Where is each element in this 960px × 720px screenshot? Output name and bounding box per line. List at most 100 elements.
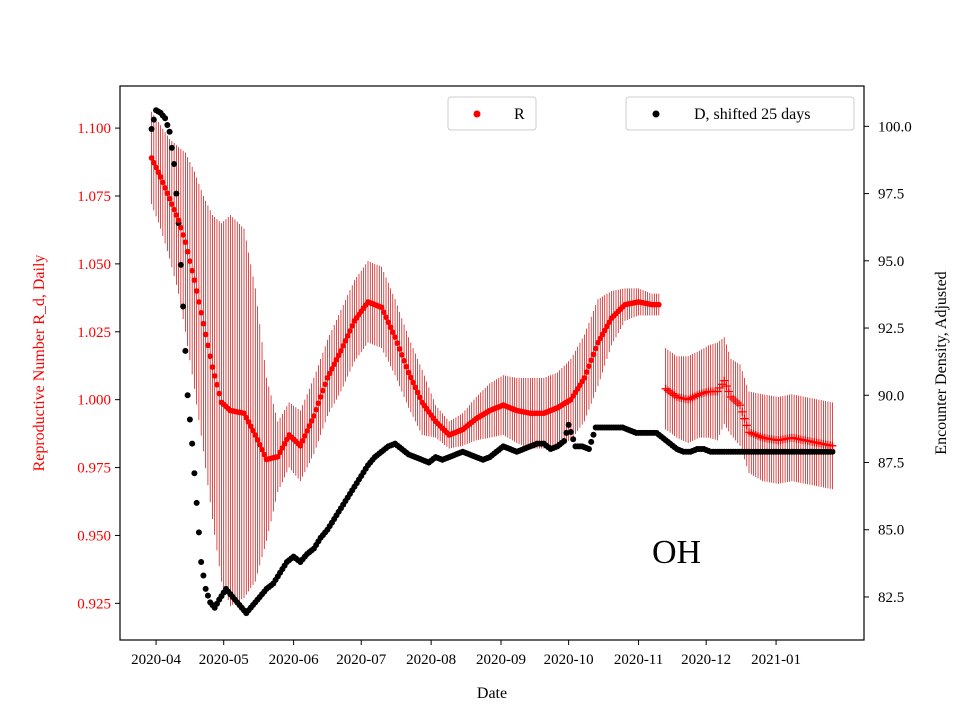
r-projected-point (724, 387, 733, 396)
r-point (606, 319, 613, 326)
r-point (399, 352, 405, 358)
r-point (256, 441, 263, 448)
d-point (173, 190, 180, 197)
r-point (250, 427, 256, 434)
r-point (408, 374, 414, 381)
r-point (261, 451, 268, 458)
d-point (567, 429, 574, 436)
d-point (195, 529, 202, 536)
r-point (342, 338, 349, 344)
x-tick-label: 2020-07 (336, 652, 386, 668)
left-y-tick-label: 1.025 (77, 325, 111, 341)
r-point (202, 331, 209, 338)
x-tick-label: 2020-06 (269, 652, 319, 668)
r-point (326, 370, 333, 377)
r-point (405, 369, 412, 376)
d-point (186, 416, 193, 423)
d-point (198, 559, 205, 566)
r-point (308, 418, 315, 424)
x-tick-label: 2020-11 (614, 652, 663, 668)
r-point (299, 438, 306, 444)
r-point (205, 342, 211, 349)
r-point (279, 445, 286, 451)
d-point (829, 448, 836, 455)
r-projected-point (742, 421, 751, 430)
r-point (198, 309, 204, 316)
r-point (656, 301, 662, 308)
r-point (601, 327, 608, 334)
r-point (592, 345, 599, 352)
legend-d-label: D, shifted 25 days (694, 106, 810, 123)
d-point (191, 470, 198, 477)
axes (119, 85, 865, 641)
r-point (193, 288, 200, 294)
r-projected-point (720, 376, 729, 385)
r-point (313, 406, 319, 413)
r-point (311, 413, 317, 419)
r-point (171, 206, 177, 213)
r-point (392, 334, 398, 341)
right-y-tick-label: 87.5 (878, 456, 904, 472)
legend-d: D, shifted 25 days (625, 96, 855, 131)
x-axis-ticks: 2020-04 2020-05 2020-06 2020-07 2020-08 2020-… (131, 640, 801, 668)
right-y-tick-label: 97.5 (878, 187, 904, 203)
r-point (304, 428, 310, 434)
r-point (583, 369, 590, 375)
r-point (315, 400, 322, 407)
r-point (153, 164, 159, 171)
x-tick-label: 2020-05 (199, 652, 249, 668)
r-point (157, 174, 164, 180)
r-point (189, 267, 195, 274)
d-point (162, 115, 169, 122)
r-point (169, 201, 175, 207)
right-y-axis-ticks: 82.5 85.0 87.5 90.0 92.5 95.0 97.5 100.0 (864, 119, 912, 606)
r-point (322, 381, 328, 388)
d-point (148, 126, 155, 133)
r-point (277, 449, 283, 456)
r-point (155, 169, 162, 176)
x-tick-label: 2021-01 (751, 652, 801, 668)
d-point (570, 436, 577, 443)
r-point (207, 353, 213, 360)
r-point (317, 394, 324, 400)
d-point (189, 440, 196, 447)
r-point (586, 363, 592, 369)
d-point (180, 303, 187, 310)
left-y-tick-label: 0.950 (77, 528, 111, 544)
d-point (171, 160, 178, 167)
legend-r: R (447, 96, 537, 131)
d-point (168, 144, 175, 151)
r-point (338, 347, 344, 354)
r-point (401, 357, 407, 364)
r-point (178, 224, 184, 231)
r-point (297, 443, 304, 449)
r-point (162, 185, 168, 191)
legend-d-marker (652, 110, 660, 118)
r-point (396, 346, 403, 352)
legend-r-box (447, 96, 537, 131)
r-point (245, 419, 252, 425)
plot-frame (119, 85, 865, 641)
x-tick-label: 2020-12 (681, 652, 731, 668)
d-point (166, 128, 173, 135)
r-point (347, 328, 353, 334)
r-point (166, 195, 173, 202)
r-point (385, 319, 392, 326)
right-y-tick-label: 95.0 (878, 254, 904, 270)
r-point (599, 331, 606, 338)
r-projected-point (722, 382, 731, 391)
r-point (196, 299, 202, 305)
x-tick-label: 2020-08 (406, 652, 456, 668)
series-r-points (148, 155, 837, 463)
r-point (414, 389, 421, 396)
d-point (585, 446, 592, 453)
r-point (590, 351, 597, 358)
x-tick-label: 2020-04 (131, 652, 181, 668)
right-y-tick-label: 92.5 (878, 321, 904, 337)
r-point (302, 433, 308, 439)
r-point (254, 437, 261, 443)
r-point (410, 379, 416, 386)
r-point (344, 333, 351, 339)
r-point (378, 304, 385, 311)
